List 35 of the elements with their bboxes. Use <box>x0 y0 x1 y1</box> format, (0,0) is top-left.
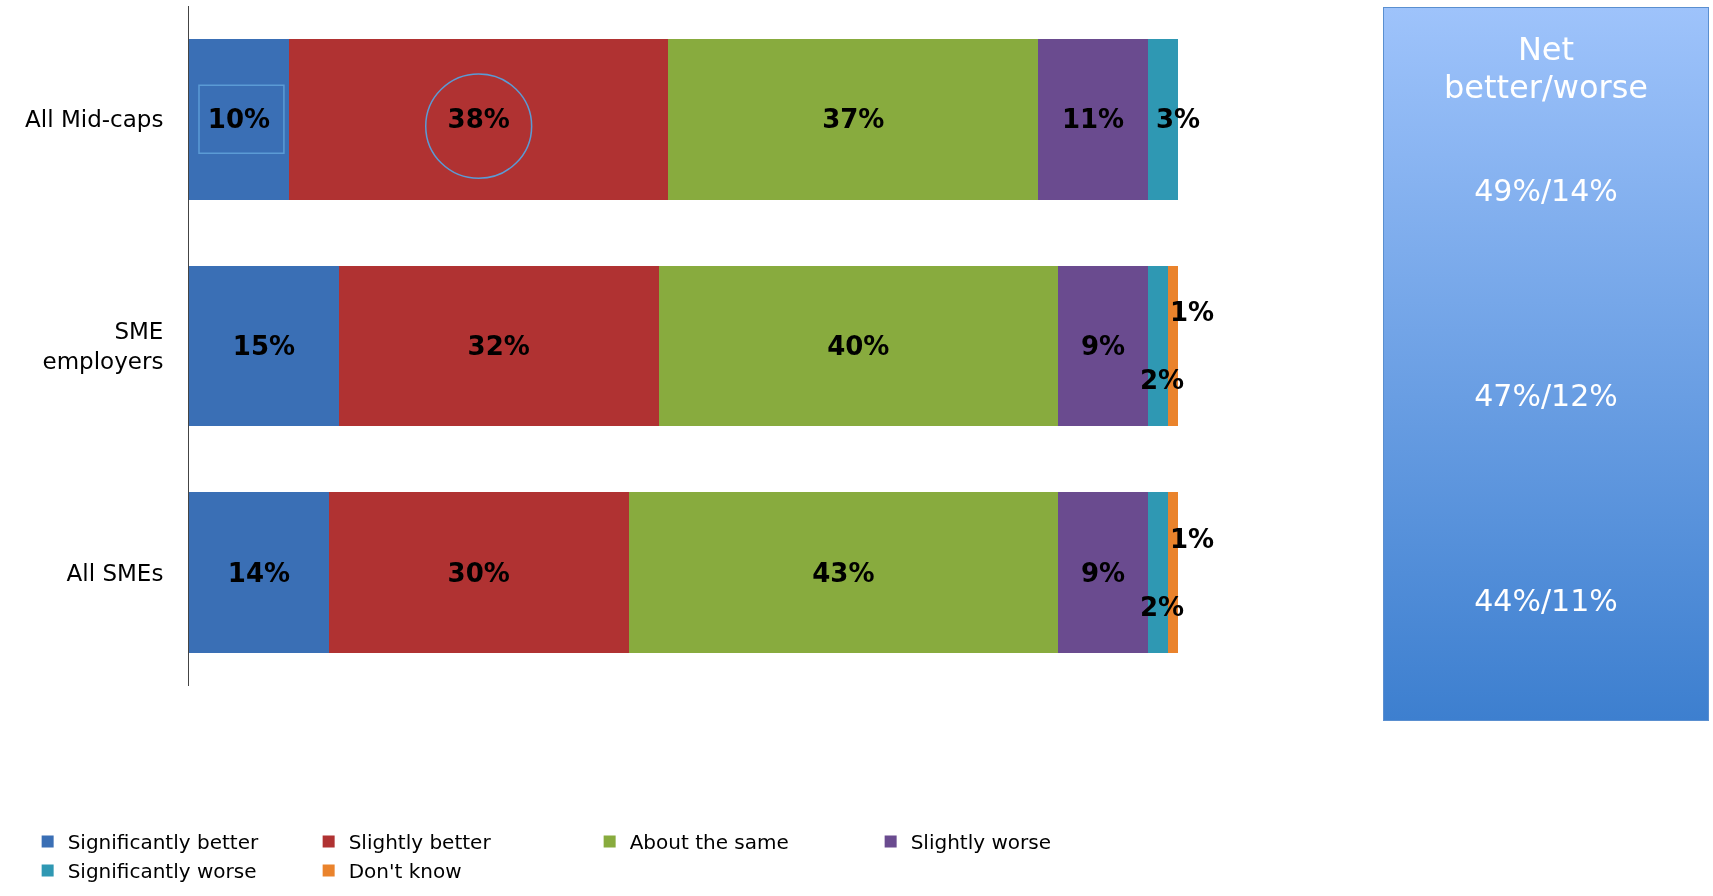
bar <box>338 265 659 427</box>
data-label: 14% <box>227 557 291 588</box>
y-tick-label: All Mid-caps <box>25 106 164 133</box>
bar <box>658 265 1059 427</box>
legend-label: About the same <box>629 830 789 855</box>
data-label: 32% <box>467 331 530 361</box>
y-tick-label: SME employers <box>42 318 164 374</box>
data-label: 9% <box>1080 331 1126 361</box>
data-label: 15% <box>232 331 296 361</box>
bar <box>628 492 1059 654</box>
data-label: 10% <box>207 104 271 135</box>
data-label: 9% <box>1080 557 1126 588</box>
legend-label: Slightly worse <box>910 830 1051 855</box>
bar <box>288 38 669 200</box>
legend-label: Don't know <box>348 859 462 884</box>
data-label: 30% <box>447 557 510 588</box>
data-label: 38% <box>447 104 510 135</box>
legend-label: Slightly better <box>348 830 492 855</box>
data-label: 11% <box>1061 104 1125 135</box>
legend-label: Significantly worse <box>67 859 257 884</box>
text: Net better/worse <box>1443 30 1649 106</box>
y-tick-label: All SMEs <box>66 559 164 586</box>
legend-label: Significantly better <box>67 830 259 855</box>
text: 44%/11% <box>1473 583 1619 618</box>
bar <box>189 38 289 200</box>
text: 49%/14% <box>1473 173 1619 208</box>
data-label: 37% <box>822 104 885 135</box>
bar <box>189 265 339 427</box>
data-label: 40% <box>827 331 890 361</box>
bar <box>668 38 1039 200</box>
bar <box>328 492 629 654</box>
bar <box>1038 38 1148 200</box>
data-label: 43% <box>812 557 875 588</box>
text: 47%/12% <box>1473 378 1619 413</box>
bar <box>189 492 329 654</box>
